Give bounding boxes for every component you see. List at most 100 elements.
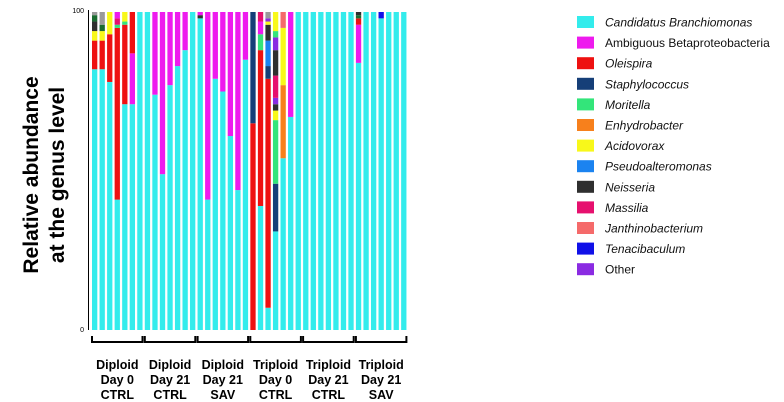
bar-26-segment-3 [280,27,286,86]
bar-18-segment-2 [220,12,226,92]
bar-36-segment-5 [355,12,362,16]
bar-1-segment-6 [92,15,98,22]
bar-2-segment-4 [99,24,105,32]
bar-36-segment-4 [355,15,362,19]
bar-25-segment-5 [272,104,279,111]
bar-33-segment-1 [333,12,339,330]
bar-25-segment-6 [272,97,279,105]
bar-4-segment-5 [114,12,120,19]
legend-label-1: Candidatus Branchiomonas [605,16,752,30]
group-label-1-line-1: Diploid [96,358,138,372]
bar-16-segment-2 [205,12,211,200]
bar-11-segment-2 [167,12,173,86]
group-label-2-line-1: Diploid [149,358,191,372]
legend-label-5: Moritella [605,98,651,112]
legend: Candidatus Branchiomonas Ambiguous Betapr… [577,16,770,277]
group-label-2-line-3: CTRL [153,388,187,402]
bar-15-segment-3 [197,12,203,16]
bar-26-segment-4 [280,12,286,28]
legend-label-8: Pseudoalteromonas [605,160,712,174]
legend-swatch-4 [577,77,594,90]
legend-label-4: Staphylococcus [605,77,689,91]
bar-22-segment-2 [250,12,256,124]
legend-label-3: Oleispira [605,57,653,71]
bar-25-segment-8 [272,50,279,76]
bar-5-segment-3 [122,21,128,25]
bar-28-segment-1 [295,12,301,330]
bar-25-segment-11 [272,12,279,32]
bar-19-segment-2 [227,12,234,137]
bar-3-segment-3 [107,12,113,35]
bar-27-segment-2 [288,12,294,117]
bar-6-segment-1 [129,104,135,330]
bar-26-segment-1 [280,158,286,330]
bar-23-segment-4 [257,21,264,35]
bar-4-segment-1 [114,199,120,330]
bar-13-segment-1 [182,50,188,330]
bar-13-segment-2 [182,12,188,51]
bar-17-segment-1 [212,78,218,330]
bar-37-segment-1 [363,12,369,330]
legend-label-13: Other [605,263,635,277]
legend-swatch-1 [577,16,594,28]
bar-2-segment-2 [99,40,105,70]
legend-swatch-2 [577,36,594,49]
bar-18-segment-1 [220,91,226,330]
y-tick-label-0: 0 [80,327,84,334]
bar-42-segment-1 [401,12,407,330]
group-bracket-4 [249,336,302,343]
bar-36-segment-3 [355,18,362,25]
bars-layer [92,12,407,331]
bar-27-segment-1 [288,116,294,330]
bar-4-segment-4 [114,18,120,25]
group-label-6-line-3: SAV [369,388,394,402]
bar-4-segment-2 [114,27,120,200]
bar-19-segment-1 [227,136,234,330]
legend-swatch-7 [577,139,594,152]
bar-25-segment-3 [272,120,279,184]
bar-25-segment-4 [272,110,279,121]
legend-label-9: Neisseria [605,180,655,194]
bar-1-segment-2 [92,40,98,70]
bar-40-segment-1 [386,12,392,330]
legend-swatch-11 [577,222,594,234]
legend-label-10: Massilia [605,201,649,215]
group-bracket-5 [302,336,355,343]
bar-25-segment-7 [272,75,279,98]
bar-31-segment-1 [318,12,324,330]
group-bracket-6 [354,336,408,343]
bar-8-segment-1 [144,12,151,330]
bar-1-segment-3 [92,31,98,41]
bar-5-segment-2 [122,24,128,105]
y-tick-label-100: 100 [72,8,84,15]
bar-24-segment-2 [265,78,271,308]
bar-34-segment-1 [340,12,347,330]
legend-swatch-8 [577,160,594,173]
group-label-3-line-2: Day 21 [203,373,243,387]
group-label-2-line-2: Day 21 [150,373,190,387]
legend-label-11: Janthinobacterium [604,222,703,236]
group-label-1-line-2: Day 0 [101,373,134,387]
bar-23-segment-1 [257,205,264,330]
bar-20-segment-2 [235,12,241,191]
bar-5-segment-1 [122,104,128,330]
bar-3-segment-1 [107,81,113,331]
bar-1-segment-4 [92,21,98,32]
group-bracket-1 [91,336,144,343]
bar-3-segment-2 [107,34,113,82]
bar-36-segment-2 [355,24,362,63]
legend-label-2: Ambiguous Betaproteobacteria [605,36,770,50]
bar-7-segment-1 [137,12,143,330]
bar-25-segment-1 [272,231,279,330]
bar-24-segment-3 [265,66,271,79]
bar-25-segment-10 [272,31,279,38]
group-label-4-line-1: Triploid [253,358,298,372]
bar-12-segment-1 [174,66,181,330]
bar-32-segment-1 [325,12,332,330]
group-label-6-line-2: Day 21 [361,373,401,387]
legend-label-6: Enhydrobacter [605,119,684,133]
bar-6-segment-2 [129,53,135,105]
bar-16-segment-1 [205,199,211,330]
